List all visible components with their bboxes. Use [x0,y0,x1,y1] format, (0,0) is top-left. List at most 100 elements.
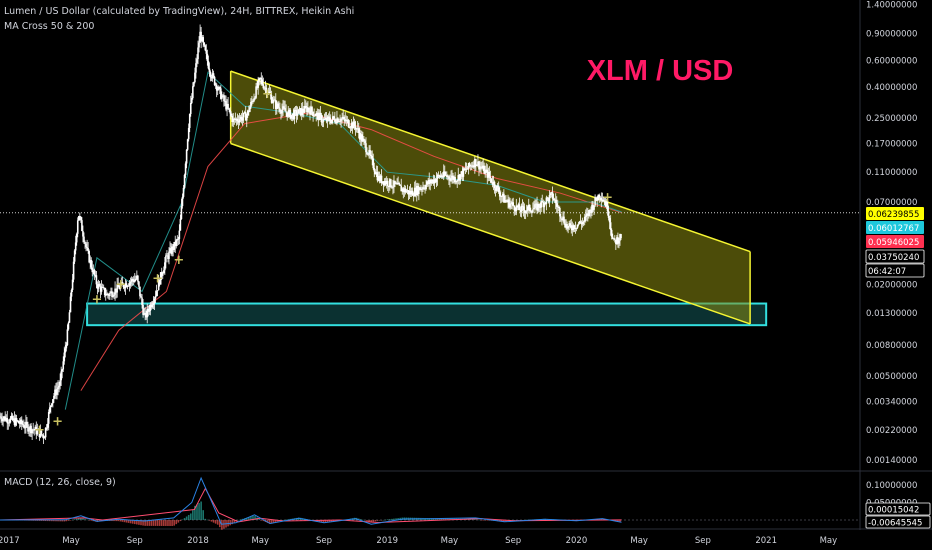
candle [382,181,385,192]
candle [454,172,456,185]
xlm-usd-annotation[interactable]: XLM / USD [587,55,734,87]
candle [324,112,327,121]
candle [411,187,414,196]
candle [284,100,286,112]
candle [371,150,374,166]
candle [189,95,192,117]
candle [340,117,342,128]
macd-histogram-bar [77,518,80,520]
time-tick-label: 2020 [566,536,588,546]
candle [15,414,18,427]
macd-histogram-bar [617,520,619,522]
macd-histogram-bar [258,518,260,520]
candle [173,241,175,253]
candle [85,241,87,252]
candle [151,300,154,309]
candle [41,434,44,438]
candle [279,102,281,115]
candle [179,214,182,231]
candle [433,175,436,190]
candle [135,275,137,282]
macd-histogram-bar [173,520,175,526]
candle [400,178,403,192]
time-tick-label: Sep [316,536,332,546]
candle [240,113,243,124]
price-tick-label: 0.11000000 [866,168,917,178]
candle [477,154,479,168]
candle [71,274,74,292]
candle [38,429,41,441]
candle [109,291,111,301]
candle [457,167,460,185]
candle [582,220,585,227]
candle [3,415,5,422]
candle [351,121,354,134]
candle [606,194,609,216]
time-tick-label: May [820,536,838,546]
macd-histogram-bar [395,518,397,520]
candle [618,237,620,249]
macd-legend[interactable]: MACD (12, 26, close, 9) [4,477,116,488]
support-zone-box[interactable] [86,302,768,327]
macd-signal-line [0,487,622,524]
price-tick-label: 0.07000000 [866,198,917,208]
candle [12,415,15,423]
candle [32,422,34,434]
candle [575,227,578,232]
time-tick-label: May [251,536,269,546]
candle [54,385,56,399]
candle [511,198,513,210]
candle [380,169,383,187]
candle [428,172,431,190]
indicator-legend[interactable]: MA Cross 50 & 200 [4,21,95,32]
candle [213,75,216,87]
candle [258,77,260,86]
candle [24,421,26,434]
candle [224,95,226,106]
macd-histogram-bar [471,519,474,520]
candle [40,430,43,437]
candle [478,160,480,177]
candle [429,178,432,191]
macd-histogram-bar [277,520,279,522]
candle [286,112,288,121]
candle [307,101,309,116]
candle [403,184,406,197]
macd-histogram-bar [146,520,149,526]
candle [339,114,341,125]
candle [160,267,163,280]
time-axis[interactable]: 2017 May Sep 2018 May Sep 2019 May Sep 2020 May Sep… [0,536,837,546]
candle [199,24,201,43]
candle [83,232,85,245]
candle [434,178,437,184]
candle [217,85,220,91]
candle [312,111,314,122]
candle [569,220,572,228]
candle [537,201,539,213]
macd-histogram-bar [187,514,190,520]
candle [594,194,596,208]
candle [398,181,400,186]
candle [315,110,318,122]
candle [548,190,551,208]
candle [484,165,487,178]
candle [42,433,45,444]
macd-histogram-bar [326,520,329,523]
candle [283,100,285,110]
macd-histogram-bar [212,520,215,523]
candle [59,373,61,390]
candle [276,100,278,115]
macd-panel [0,476,860,530]
time-tick-label: May [441,536,459,546]
candle [558,205,560,212]
candle [372,153,375,170]
candle [467,162,470,175]
macd-histogram-bar [328,520,331,522]
candle [525,204,528,215]
candle [146,303,149,324]
candle [499,190,502,204]
candle [33,428,36,436]
candle [545,195,548,211]
candle [243,110,246,114]
